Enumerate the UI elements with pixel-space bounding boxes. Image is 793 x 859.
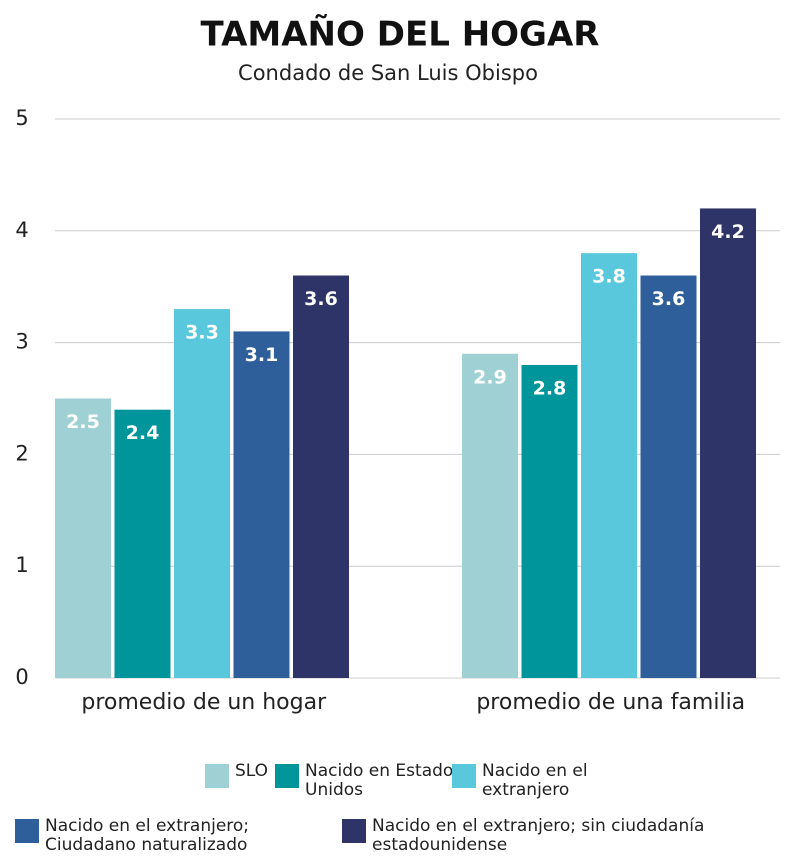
value-label: 3.3 [185,322,219,344]
legend-item: Nacido en el extranjero [452,762,632,800]
value-label: 2.9 [473,366,507,388]
y-tick-label: 3 [15,330,28,354]
legend-item: Nacido en el extranjero; sin ciudadanía … [342,817,793,855]
legend-item: SLO [205,762,295,788]
x-tick-label: promedio de un hogar [81,690,327,715]
legend-label: Nacido en el extranjero [482,761,588,800]
value-label: 3.6 [304,288,338,310]
y-tick-label: 5 [15,106,28,130]
y-tick-label: 1 [15,553,28,577]
legend-item: Nacido en Estados Unidos [275,762,475,800]
y-tick-label: 2 [15,441,28,465]
value-label: 2.8 [533,377,567,399]
bar [640,275,697,678]
legend-swatch [275,764,299,788]
legend-label: SLO [235,761,269,781]
value-label: 3.8 [592,266,626,288]
bar [462,353,518,678]
value-label: 3.6 [652,288,686,310]
bar [233,331,290,678]
bar [581,253,637,678]
legend-swatch [15,819,39,843]
legend-swatch [452,764,476,788]
chart-subtitle: Condado de San Luis Obispo [238,61,538,85]
value-label: 3.1 [245,344,279,366]
bar [521,364,578,678]
value-label: 2.5 [66,411,100,433]
bar [293,275,349,678]
bar [174,309,230,678]
chart-title: TAMAÑO DEL HOGAR [201,14,600,55]
legend-item: Nacido en el extranjero; Ciudadano natur… [15,817,345,855]
bar [55,398,111,678]
legend-label: Nacido en el extranjero; Ciudadano natur… [45,816,250,855]
y-tick-label: 4 [15,218,28,242]
legend-swatch [342,819,366,843]
legend-label: Nacido en Estados Unidos [305,761,463,800]
x-tick-label: promedio de una familia [476,690,745,715]
bar [700,208,756,678]
legend-label: Nacido en el extranjero; sin ciudadanía … [372,816,705,855]
legend-swatch [205,764,229,788]
chart: TAMAÑO DEL HOGAR Condado de San Luis Obi… [15,14,780,715]
bar [114,409,171,678]
value-label: 2.4 [126,422,160,444]
value-label: 4.2 [711,221,745,243]
y-tick-label: 0 [15,665,28,689]
